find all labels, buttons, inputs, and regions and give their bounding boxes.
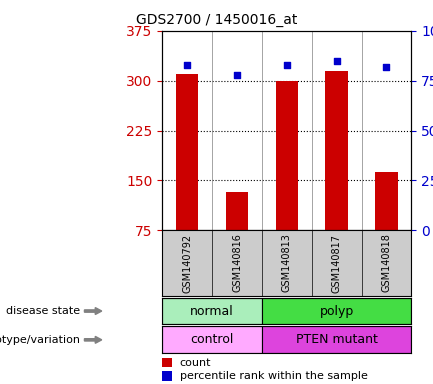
Bar bbox=[162, 298, 262, 324]
Bar bbox=[262, 298, 411, 324]
Text: GSM140818: GSM140818 bbox=[381, 233, 391, 293]
Bar bbox=[226, 192, 248, 230]
Bar bbox=[326, 71, 348, 230]
Text: genotype/variation: genotype/variation bbox=[0, 335, 80, 345]
Text: GSM140813: GSM140813 bbox=[282, 233, 292, 293]
Point bbox=[283, 61, 290, 68]
Bar bbox=[162, 326, 262, 353]
Point bbox=[234, 71, 241, 78]
Text: polyp: polyp bbox=[320, 305, 354, 318]
Text: GSM140792: GSM140792 bbox=[182, 233, 192, 293]
Text: percentile rank within the sample: percentile rank within the sample bbox=[180, 371, 368, 381]
Text: control: control bbox=[191, 333, 234, 346]
Bar bbox=[162, 358, 172, 367]
Point bbox=[184, 61, 191, 68]
Text: GDS2700 / 1450016_at: GDS2700 / 1450016_at bbox=[136, 13, 297, 27]
Bar bbox=[262, 326, 411, 353]
Text: disease state: disease state bbox=[6, 306, 80, 316]
Bar bbox=[276, 81, 298, 230]
Text: count: count bbox=[180, 358, 211, 368]
Point bbox=[333, 58, 340, 64]
Text: GSM140817: GSM140817 bbox=[332, 233, 342, 293]
Bar bbox=[375, 172, 397, 230]
Point bbox=[383, 64, 390, 70]
Text: normal: normal bbox=[190, 305, 234, 318]
Bar bbox=[162, 371, 172, 381]
Text: GSM140816: GSM140816 bbox=[232, 233, 242, 293]
Bar bbox=[176, 74, 198, 230]
Text: PTEN mutant: PTEN mutant bbox=[296, 333, 378, 346]
